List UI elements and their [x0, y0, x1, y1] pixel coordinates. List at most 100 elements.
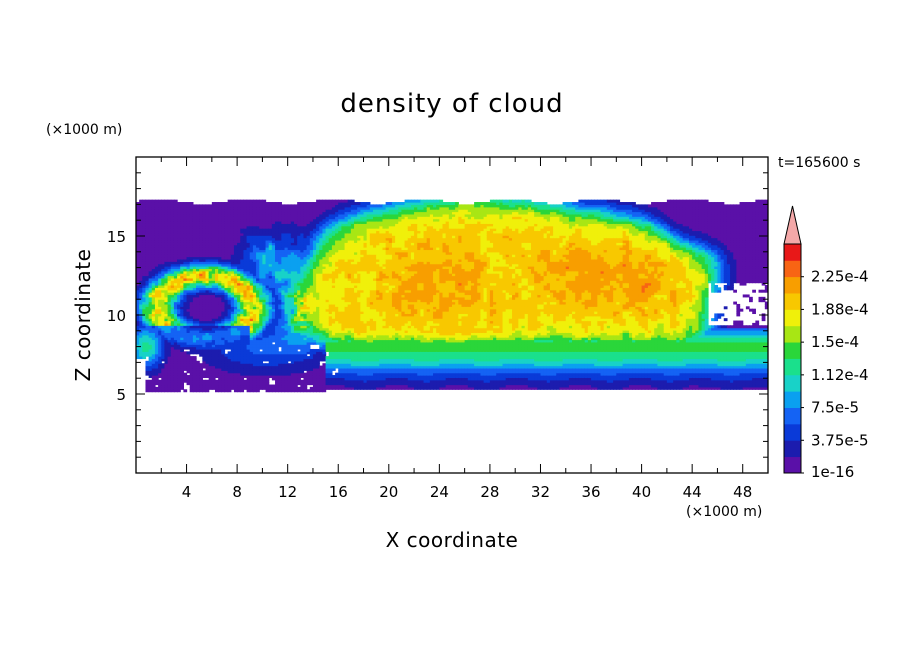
density-cell [183, 249, 188, 253]
density-cell [218, 322, 222, 326]
density-cell [202, 344, 207, 348]
density-cell [142, 318, 147, 322]
density-cell [202, 327, 207, 331]
density-cell [170, 213, 175, 217]
density-cell [183, 292, 188, 296]
density-cell [215, 311, 219, 315]
density-cell [221, 202, 226, 205]
density-cell [227, 213, 232, 217]
density-cell [199, 228, 203, 232]
density-cell [145, 308, 150, 312]
density-cell [170, 282, 175, 286]
density-cell [199, 268, 203, 272]
density-cell [208, 277, 213, 281]
density-cell [151, 280, 156, 284]
density-cell [142, 270, 147, 274]
density-cell [145, 379, 150, 383]
density-cell [208, 315, 213, 319]
density-cell [202, 289, 207, 293]
density-cell [167, 230, 172, 234]
density-cell [192, 218, 197, 222]
density-cell [215, 332, 219, 336]
density-cell [173, 282, 178, 286]
density-cell [164, 311, 169, 315]
density-cell [202, 251, 207, 255]
density-cell [170, 263, 175, 267]
density-cell [218, 284, 222, 288]
density-cell [196, 268, 200, 272]
density-cell [202, 322, 207, 326]
density-cell [164, 379, 169, 383]
density-cell [139, 327, 143, 331]
density-cell [154, 275, 159, 279]
density-cell [151, 339, 156, 343]
density-cell [173, 247, 178, 251]
density-cell [189, 334, 194, 338]
density-cell [218, 282, 222, 286]
density-cell [215, 363, 219, 367]
density-cell [208, 339, 213, 343]
density-cell [233, 247, 238, 251]
density-cell [142, 351, 147, 355]
density-cell [183, 289, 188, 293]
density-cell [183, 239, 188, 243]
density-cell [173, 372, 178, 376]
density-cell [177, 311, 181, 315]
density-cell [208, 206, 213, 210]
density-cell [180, 266, 184, 269]
density-cell [142, 268, 147, 272]
density-cell [233, 389, 238, 393]
density-cell [164, 363, 169, 367]
density-cell [139, 301, 143, 305]
density-cell [192, 382, 197, 386]
density-cell [136, 296, 140, 300]
density-cell [205, 230, 210, 234]
density-cell [158, 339, 162, 343]
density-cell [208, 353, 213, 357]
density-cell [218, 235, 222, 239]
density-cell [208, 313, 213, 317]
density-cell [208, 282, 213, 286]
density-cell [218, 266, 222, 269]
density-cell [148, 365, 153, 369]
density-cell [233, 277, 238, 281]
density-cell [164, 213, 169, 217]
density-cell [145, 372, 150, 376]
density-cell [192, 266, 197, 269]
density-cell [177, 301, 181, 305]
density-cell [202, 225, 207, 229]
density-cell [230, 346, 235, 350]
density-cell [170, 301, 175, 305]
density-cell [221, 386, 226, 390]
density-cell [173, 237, 178, 241]
density-cell [145, 287, 150, 291]
density-cell [167, 213, 172, 217]
density-cell [136, 294, 140, 298]
density-cell [211, 277, 216, 281]
density-cell [161, 247, 166, 251]
density-cell [183, 296, 188, 300]
density-cell [173, 377, 178, 381]
density-cell [196, 213, 200, 217]
density-cell [177, 256, 181, 260]
density-cell [205, 351, 210, 355]
density-cell [145, 280, 150, 284]
density-cell [164, 277, 169, 281]
density-cell [177, 235, 181, 239]
density-cell [192, 367, 197, 371]
density-cell [205, 311, 210, 315]
density-cell [230, 356, 235, 360]
density-cell [218, 296, 222, 300]
density-cell [145, 254, 150, 258]
density-cell [211, 237, 216, 241]
density-cell [192, 313, 197, 317]
density-cell [148, 211, 153, 215]
density-cell [230, 254, 235, 258]
density-cell [227, 308, 232, 312]
density-cell [154, 322, 159, 326]
density-cell [158, 311, 162, 315]
density-cell [227, 330, 232, 333]
density-cell [218, 292, 222, 296]
density-cell [158, 292, 162, 296]
density-cell [199, 306, 203, 310]
